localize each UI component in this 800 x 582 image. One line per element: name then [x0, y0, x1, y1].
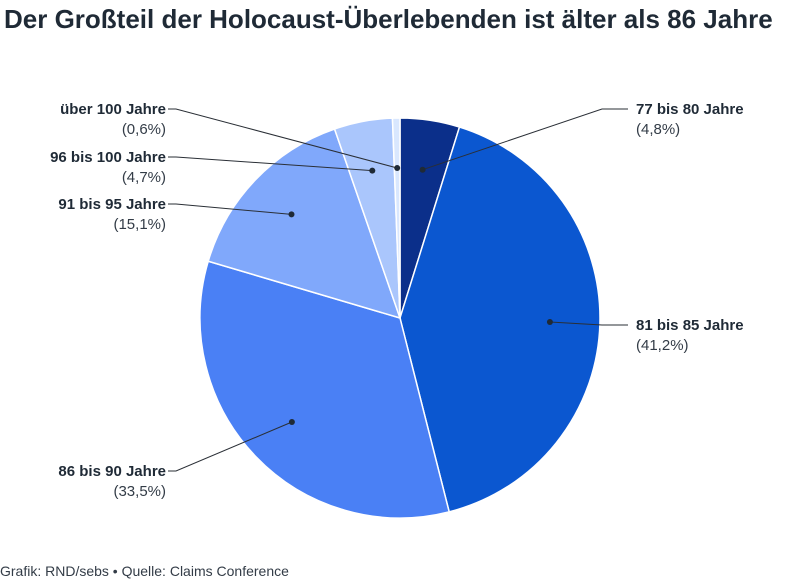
leader-dot-ueber-100-jahre: [394, 165, 401, 171]
slice-label-86-bis-90-jahre: 86 bis 90 Jahre: [58, 463, 166, 480]
leader-dot-77-bis-80-jahre: [419, 166, 426, 173]
slice-labels: 77 bis 80 Jahre (4,8%) 81 bis 85 Jahre (41,…: [50, 101, 744, 500]
slice-value-ueber-100-jahre: (0,6%): [122, 121, 166, 138]
slice-value-77-bis-80-jahre: (4,8%): [636, 121, 680, 138]
slice-label-ueber-100-jahre: über 100 Jahre: [60, 101, 166, 118]
source-footer: Grafik: RND/sebs • Quelle: Claims Confer…: [0, 563, 289, 579]
leader-dot-96-bis-100-jahre: [369, 167, 376, 174]
leader-dot-81-bis-85-jahre: [546, 319, 553, 325]
chart-title: Der Großteil der Holocaust-Überlebenden …: [4, 4, 773, 34]
label-leaders: [168, 108, 628, 472]
leader-line-86-bis-90-jahre: [168, 421, 293, 472]
pie-slice-81-bis-85-jahre: [399, 126, 601, 513]
leader-line-77-bis-80-jahre: [422, 108, 628, 171]
pie-slice-91-bis-95-jahre: [207, 128, 402, 320]
slice-value-81-bis-85-jahre: (41,2%): [636, 337, 689, 354]
pie-slices: [199, 117, 601, 519]
slice-value-91-bis-95-jahre: (15,1%): [113, 216, 166, 233]
slice-value-86-bis-90-jahre: (33,5%): [113, 483, 166, 500]
slice-label-96-bis-100-jahre: 96 bis 100 Jahre: [50, 149, 166, 166]
slice-label-91-bis-95-jahre: 91 bis 95 Jahre: [58, 196, 166, 213]
leader-line-ueber-100-jahre: [168, 108, 398, 169]
slice-label-77-bis-80-jahre: 77 bis 80 Jahre: [636, 101, 744, 118]
slice-value-96-bis-100-jahre: (4,7%): [122, 169, 166, 186]
leader-dot-91-bis-95-jahre: [288, 211, 295, 218]
leader-dot-86-bis-90-jahre: [288, 419, 295, 425]
pie-slice-86-bis-90-jahre: [199, 260, 451, 519]
leader-line-91-bis-95-jahre: [168, 203, 292, 215]
slice-label-81-bis-85-jahre: 81 bis 85 Jahre: [636, 317, 744, 334]
leader-line-81-bis-85-jahre: [549, 321, 628, 326]
leader-line-96-bis-100-jahre: [168, 156, 373, 172]
